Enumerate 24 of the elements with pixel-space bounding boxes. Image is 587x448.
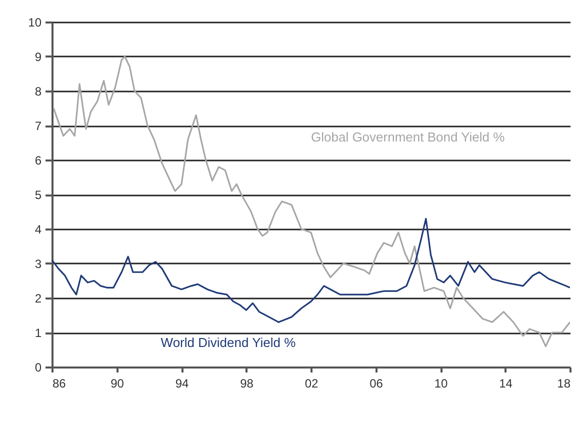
y-tick-label: 5 — [34, 188, 42, 202]
x-tick-label: 18 — [557, 376, 571, 390]
x-tick-label: 06 — [370, 376, 384, 390]
line-series — [52, 56, 570, 348]
y-tick-label: 7 — [34, 119, 42, 133]
x-tick-label: 94 — [175, 376, 189, 390]
y-tick-label: 2 — [34, 292, 42, 306]
x-tick-label: 90 — [110, 376, 124, 390]
y-tick-label: 8 — [34, 84, 42, 98]
y-tick-label: 4 — [34, 222, 42, 236]
x-tick-label: 14 — [499, 376, 513, 390]
x-tick-label: 10 — [434, 376, 448, 390]
line-series — [52, 218, 570, 323]
series-label: World Dividend Yield % — [160, 334, 296, 350]
y-tick-label: 3 — [34, 257, 42, 271]
x-tick-label: 98 — [240, 376, 254, 390]
y-tick-label: 6 — [34, 154, 42, 168]
y-tick-label: 9 — [34, 50, 42, 64]
x-tick-label: 02 — [304, 376, 318, 390]
y-tick-label: 1 — [34, 326, 42, 340]
text: Global Government Bond Yield % — [311, 130, 506, 145]
y-tick-label: 0 — [34, 360, 42, 374]
y-tick-label: 10 — [28, 16, 42, 30]
x-tick-label: 86 — [52, 376, 66, 390]
